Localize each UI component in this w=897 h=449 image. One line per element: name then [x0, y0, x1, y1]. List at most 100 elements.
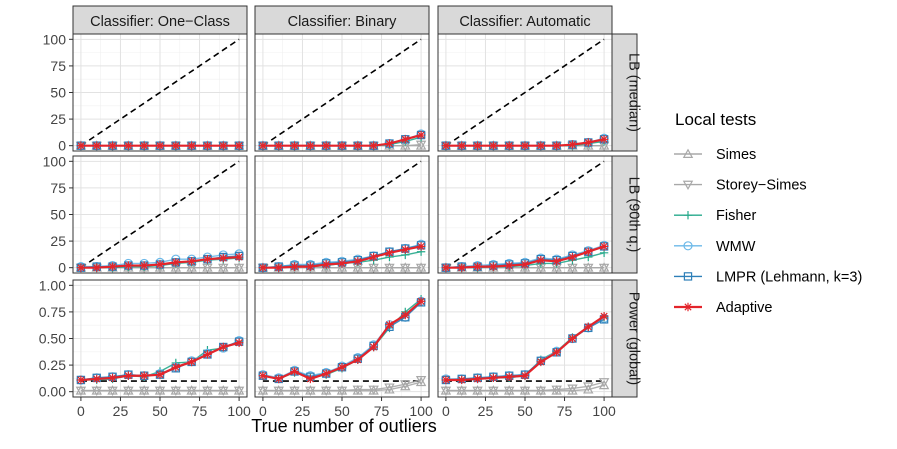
- point-adaptive: [139, 261, 149, 270]
- point-storey-simes: [384, 263, 395, 274]
- point-adaptive: [337, 259, 347, 268]
- series-adaptive: [258, 297, 426, 384]
- point-adaptive: [124, 261, 133, 270]
- point-adaptive: [258, 263, 268, 272]
- point-adaptive: [187, 141, 196, 150]
- x-tick-label: 75: [192, 403, 208, 419]
- series-adaptive: [441, 135, 609, 150]
- point-adaptive: [321, 260, 331, 269]
- legend-item-fisher: Fisher: [674, 208, 756, 224]
- y-tick-label: 1.00: [39, 277, 66, 293]
- row-strip-label: Power (global): [626, 292, 642, 386]
- point-adaptive: [599, 135, 609, 144]
- point-storey-simes: [91, 386, 102, 397]
- line-storey-simes: [262, 379, 422, 392]
- point-simes: [567, 385, 578, 395]
- point-adaptive: [353, 257, 363, 266]
- point-adaptive: [124, 371, 133, 380]
- point-adaptive: [536, 141, 546, 150]
- point-adaptive: [337, 363, 347, 372]
- point-adaptive: [552, 257, 561, 266]
- point-storey-simes: [233, 386, 245, 397]
- point-storey-simes: [289, 386, 300, 397]
- point-adaptive: [337, 141, 347, 150]
- reference-line-identity: [262, 160, 422, 269]
- x-tick-label: 25: [295, 403, 311, 419]
- point-adaptive: [504, 141, 514, 150]
- panel-r2-c2: [437, 279, 613, 398]
- series-adaptive: [441, 242, 609, 272]
- point-adaptive: [108, 262, 117, 271]
- point-storey-simes: [400, 380, 411, 390]
- point-storey-simes: [368, 385, 379, 395]
- point-storey-simes: [123, 386, 134, 397]
- point-adaptive: [219, 342, 228, 352]
- point-adaptive: [489, 141, 498, 150]
- point-adaptive: [321, 369, 331, 378]
- point-adaptive: [306, 141, 315, 150]
- line-storey-simes: [445, 381, 605, 392]
- legend: Local tests Simes Storey−Simes Fisher WMW LM…: [674, 110, 862, 316]
- reference-line-identity: [80, 38, 240, 147]
- x-tick-label: 25: [113, 403, 129, 419]
- point-adaptive: [234, 252, 244, 262]
- point-adaptive: [416, 130, 426, 140]
- x-tick-label: 0: [442, 403, 450, 419]
- point-storey-simes: [384, 383, 395, 393]
- point-storey-simes: [186, 386, 197, 397]
- legend-item-wmw: WMW: [674, 239, 756, 255]
- panel-r2-c0: [72, 279, 248, 398]
- point-adaptive: [504, 261, 514, 270]
- point-storey-simes: [218, 386, 229, 397]
- point-adaptive: [441, 375, 451, 385]
- y-tick-label: 25: [50, 233, 66, 249]
- panel-r2-c1: [254, 279, 430, 398]
- point-adaptive: [369, 342, 378, 352]
- y-tick-label: 0: [58, 138, 66, 154]
- point-adaptive: [401, 310, 410, 320]
- point-adaptive: [234, 141, 244, 150]
- y-tick-label: 50: [50, 85, 66, 101]
- point-adaptive: [473, 262, 482, 271]
- point-adaptive: [385, 139, 394, 148]
- y-tick-label: 75: [50, 58, 66, 74]
- point-adaptive: [536, 357, 546, 367]
- column-strip: [72, 5, 248, 35]
- legend-label: LMPR (Lehmann, k=3): [716, 269, 862, 285]
- point-storey-simes: [583, 382, 594, 392]
- point-adaptive: [171, 141, 181, 150]
- point-adaptive: [457, 375, 466, 385]
- point-adaptive: [385, 320, 394, 329]
- legend-label: Fisher: [716, 208, 756, 224]
- point-simes: [415, 376, 427, 387]
- point-adaptive: [203, 254, 212, 264]
- series-adaptive: [258, 242, 426, 272]
- y-tick-label: 0: [58, 260, 66, 276]
- series-adaptive: [76, 338, 244, 385]
- point-adaptive: [441, 141, 451, 150]
- point-adaptive: [108, 141, 117, 150]
- point-storey-simes: [352, 385, 364, 395]
- row-strip: [611, 33, 638, 152]
- point-storey-simes: [456, 386, 467, 397]
- reference-line-identity: [445, 38, 605, 147]
- column-strip: [437, 5, 613, 35]
- legend-item-lmpr-lehmann-k-3: LMPR (Lehmann, k=3): [674, 269, 862, 285]
- column-strip: [254, 5, 430, 35]
- point-adaptive: [155, 370, 165, 379]
- series-adaptive: [76, 141, 244, 150]
- point-adaptive: [568, 252, 577, 262]
- point-simes: [400, 380, 411, 391]
- point-storey-simes: [154, 386, 166, 397]
- point-storey-simes: [519, 386, 531, 397]
- point-adaptive: [504, 372, 514, 381]
- point-adaptive: [489, 262, 498, 271]
- legend-key-marker: [682, 148, 694, 158]
- y-tick-label: 25: [50, 111, 66, 127]
- point-adaptive: [552, 141, 561, 150]
- point-adaptive: [155, 141, 165, 150]
- series-storey-simes: [75, 386, 245, 397]
- y-tick-label: 0.25: [39, 357, 66, 373]
- point-adaptive: [290, 262, 299, 271]
